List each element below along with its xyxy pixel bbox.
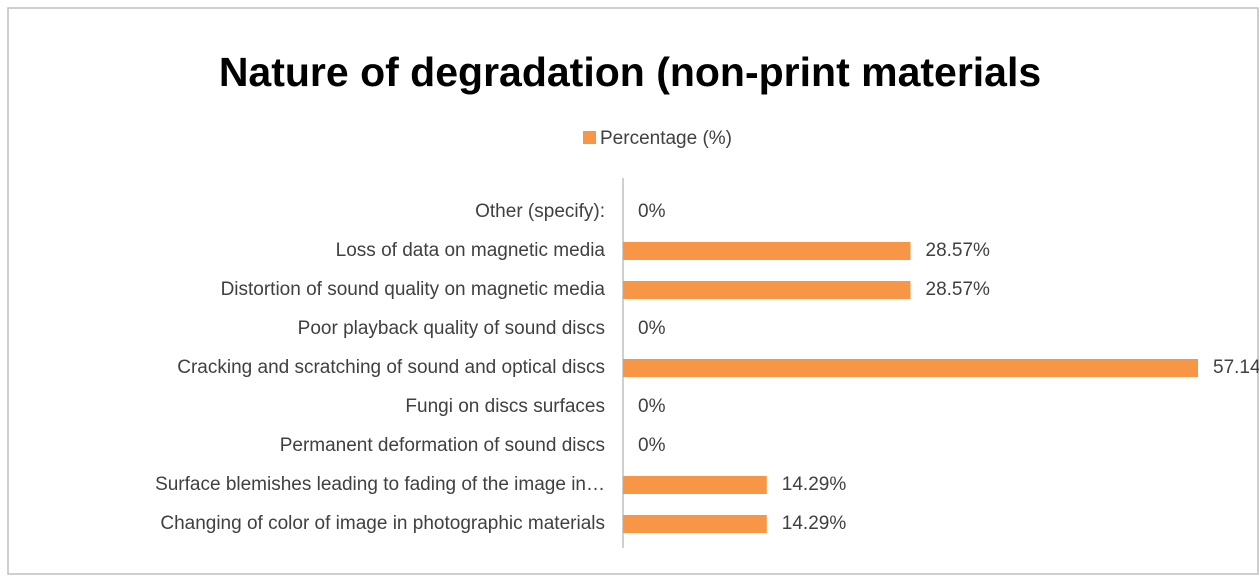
data-label: 0%: [638, 318, 666, 339]
data-label: 0%: [638, 435, 666, 456]
data-label: 28.57%: [926, 279, 991, 300]
legend-label: Percentage (%): [600, 128, 732, 149]
data-label: 0%: [638, 201, 666, 222]
y-tick-label: Poor playback quality of sound discs: [298, 318, 605, 339]
bar: [623, 476, 767, 494]
y-tick-label: Permanent deformation of sound discs: [280, 435, 605, 456]
bar: [623, 242, 911, 260]
chart-title: Nature of degradation (non-print materia…: [219, 49, 1041, 95]
y-tick-label: Other (specify):: [475, 201, 605, 222]
y-tick-label: Loss of data on magnetic media: [336, 240, 606, 261]
legend-swatch: [583, 131, 596, 144]
data-label: 14.29%: [782, 474, 847, 495]
data-label: 0%: [638, 396, 666, 417]
y-tick-label: Cracking and scratching of sound and opt…: [177, 357, 605, 378]
y-tick-label: Surface blemishes leading to fading of t…: [155, 474, 605, 495]
bar: [623, 359, 1198, 377]
bar: [623, 515, 767, 533]
data-label: 28.57%: [926, 240, 991, 261]
y-tick-label: Fungi on discs surfaces: [405, 396, 605, 417]
data-label: 57.14%: [1213, 357, 1259, 378]
y-tick-label: Changing of color of image in photograph…: [160, 513, 605, 534]
y-tick-label: Distortion of sound quality on magnetic …: [221, 279, 606, 300]
bar: [623, 281, 911, 299]
data-label: 14.29%: [782, 513, 847, 534]
